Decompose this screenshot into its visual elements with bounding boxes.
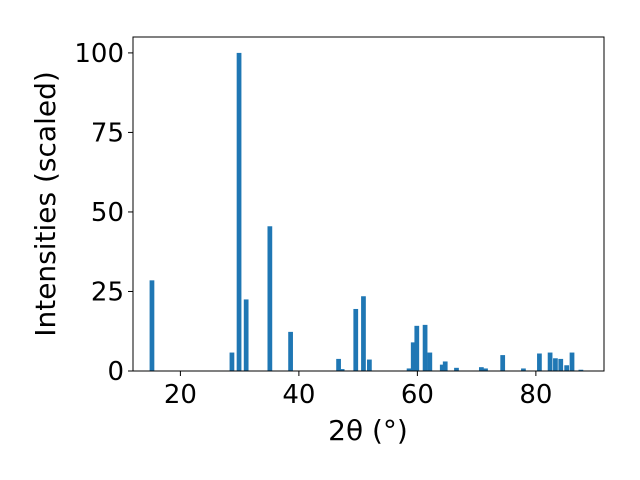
x-tick-label: 80 (519, 380, 552, 410)
bar (558, 358, 564, 371)
y-tick-label: 100 (74, 39, 124, 69)
bar (236, 52, 242, 372)
y-axis-label: Intensities (scaled) (29, 71, 62, 337)
y-axis-ticks: 0 25 50 75 100 (74, 39, 133, 387)
bar (336, 358, 341, 371)
plot-frame (132, 36, 605, 372)
bar (521, 368, 526, 371)
bar (483, 368, 488, 371)
bar (547, 352, 553, 371)
bar (422, 324, 428, 371)
bar (478, 367, 484, 371)
bar (361, 296, 366, 371)
bar (500, 355, 506, 371)
bar (578, 369, 584, 371)
bar (229, 352, 235, 371)
bar (439, 364, 445, 371)
bars-group (149, 52, 584, 372)
bar (427, 352, 433, 371)
bar (406, 368, 412, 371)
x-axis-ticks: 20 40 60 80 (164, 371, 552, 410)
bar (410, 342, 416, 371)
bar (367, 359, 372, 371)
bar (267, 226, 273, 371)
y-tick-label: 0 (107, 357, 124, 387)
x-tick-label: 20 (164, 380, 197, 410)
y-tick-label: 50 (91, 198, 124, 228)
bar (564, 365, 570, 371)
bar (288, 331, 293, 371)
bar (569, 352, 575, 371)
bar (149, 280, 155, 371)
bar (414, 325, 420, 371)
bar (553, 358, 558, 371)
bar (454, 367, 459, 371)
bar (243, 299, 249, 371)
bar (339, 369, 345, 371)
x-axis-label: 2θ (°) (328, 414, 408, 447)
y-tick-label: 75 (91, 118, 124, 148)
bar (353, 308, 359, 371)
x-tick-label: 60 (401, 380, 434, 410)
x-tick-label: 40 (282, 380, 315, 410)
bar (442, 361, 448, 371)
bar (537, 353, 542, 371)
y-tick-label: 25 (91, 277, 124, 307)
